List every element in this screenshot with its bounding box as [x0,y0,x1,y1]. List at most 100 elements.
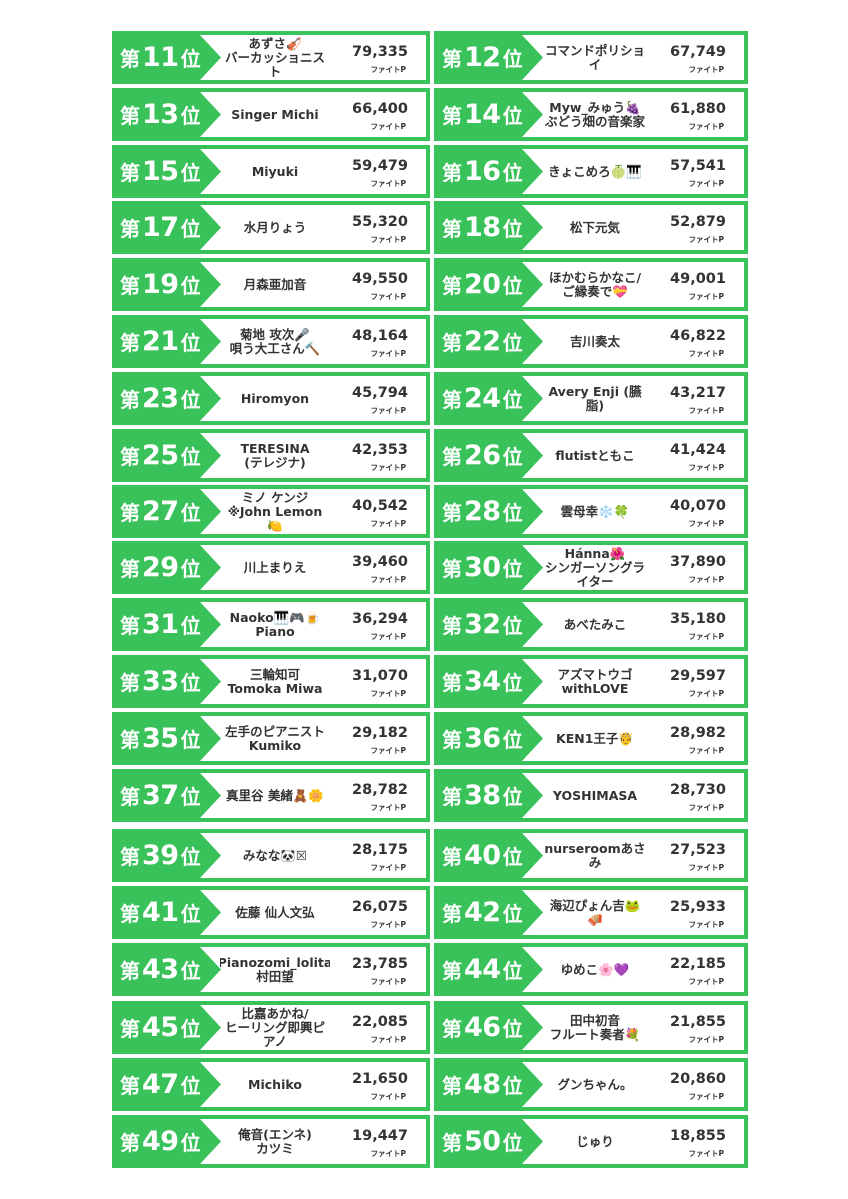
rank-prefix: 第 [120,1074,140,1098]
performer-name: Hiromyon [240,390,310,406]
fight-points-value: 49,001 [670,271,726,287]
performer-name: KEN1王子🤴 [556,730,634,746]
rank-label: 第 50 位 [434,1115,546,1168]
rank-label: 第 15 位 [112,145,224,198]
fight-points-value: 40,070 [670,498,726,514]
entry-panel: じゅり 18,855 ファイトP [522,1119,744,1164]
performer-name: 左手のピアニスト Kumiko [225,723,325,753]
fight-points-value: 28,175 [352,842,408,858]
performer-name: Naoko🎹🎮🍺 Piano [229,609,321,639]
fight-points-unit: ファイトP [370,519,407,528]
rank-prefix: 第 [442,1074,462,1098]
rank-prefix: 第 [120,217,140,241]
fight-points-value: 31,070 [352,668,408,684]
fight-points-value: 46,822 [670,328,726,344]
rank-label: 第 40 位 [434,829,546,882]
entry-panel: Avery Enji (臙脂) 43,217 ファイトP [522,376,744,421]
rank-label: 第 11 位 [112,31,224,84]
rank-card: 第 36 位 KEN1王子🤴 28,982 ファイトP [434,712,748,765]
rank-label: 第 16 位 [434,145,546,198]
rank-suffix: 位 [502,845,523,869]
rank-suffix: 位 [180,388,201,412]
rank-number: 45 [142,1012,179,1043]
rank-number: 21 [142,326,179,357]
entry-panel: きょこめろ🍈🎹 57,541 ファイトP [522,149,744,194]
fight-points-value: 36,294 [352,611,408,627]
rank-label: 第 44 位 [434,943,546,996]
fight-points-value: 67,749 [670,44,726,60]
rank-label: 第 33 位 [112,655,224,708]
rank-number: 24 [464,383,501,414]
fight-points-unit: ファイトP [370,977,407,986]
performer-name: flutistともこ [555,447,635,463]
rank-card: 第 43 位 Pianozomi_lolita 村田望 23,785 ファイトP [112,943,430,996]
rank-suffix: 位 [502,388,523,412]
performer-name: Michiko [248,1076,302,1092]
rank-label: 第 38 位 [434,769,546,822]
rank-card: 第 23 位 Hiromyon 45,794 ファイトP [112,372,430,425]
entry-panel: Hánna🌺 シンガーソングラ イター 37,890 ファイトP [522,545,744,590]
rank-suffix: 位 [180,557,201,581]
performer-name: 三輪知可 Tomoka Miwa [227,666,323,696]
performer-name: グンちゃん。 [557,1076,633,1092]
fight-points-value: 28,730 [670,782,726,798]
performer-name: みなな🐼☒ [242,847,308,863]
rank-card: 第 33 位三輪知可 Tomoka Miwa 31,070 ファイトP [112,655,430,708]
rank-prefix: 第 [120,557,140,581]
rank-label: 第 32 位 [434,598,546,651]
rank-number: 17 [142,212,179,243]
performer-name: Miyuki [251,163,299,179]
rank-card: 第 49 位俺音(エンネ) カツミ 19,447 ファイトP [112,1115,430,1168]
rank-label: 第 17 位 [112,201,224,254]
fight-points-unit: ファイトP [688,406,725,415]
rank-number: 11 [142,42,179,73]
rank-number: 28 [464,496,501,527]
fight-points-value: 52,879 [670,214,726,230]
entry-panel: 三輪知可 Tomoka Miwa 31,070 ファイトP [200,659,426,704]
rank-number: 20 [464,269,501,300]
rank-number: 16 [464,156,501,187]
rank-card: 第 39 位 みなな🐼☒ 28,175 ファイトP [112,829,430,882]
rank-number: 33 [142,666,179,697]
rank-number: 49 [142,1126,179,1157]
performer-name: 川上まりえ [243,559,307,575]
rank-card: 第 12 位コマンドポリショイ 67,749 ファイトP [434,31,748,84]
fight-points-unit: ファイトP [688,632,725,641]
rank-suffix: 位 [180,161,201,185]
fight-points-value: 27,523 [670,842,726,858]
performer-name: 菊地 攻次🎤 唄う大工さん🔨 [229,326,321,356]
fight-points-unit: ファイトP [370,235,407,244]
rank-number: 13 [142,99,179,130]
rank-suffix: 位 [180,902,201,926]
rank-suffix: 位 [502,331,523,355]
rank-label: 第 23 位 [112,372,224,425]
rank-label: 第 20 位 [434,258,546,311]
entry-panel: みなな🐼☒ 28,175 ファイトP [200,833,426,878]
rank-label: 第 12 位 [434,31,546,84]
rank-number: 30 [464,552,501,583]
fight-points-value: 48,164 [352,328,408,344]
rank-card: 第 14 位 Myw_みゅう🍇 ぶどう畑の音楽家 61,880 ファイトP [434,88,748,141]
rank-suffix: 位 [180,1074,201,1098]
rank-number: 42 [464,897,501,928]
rank-suffix: 位 [502,1131,523,1155]
fight-points-value: 43,217 [670,385,726,401]
rank-card: 第 46 位田中初音 フルート奏者💐 21,855 ファイトP [434,1001,748,1054]
fight-points-unit: ファイトP [370,406,407,415]
fight-points-unit: ファイトP [370,463,407,472]
fight-points-unit: ファイトP [688,292,725,301]
performer-name: きょこめろ🍈🎹 [548,163,642,179]
fight-points-unit: ファイトP [370,1092,407,1101]
rank-number: 23 [142,383,179,414]
entry-panel: 水月りょう 55,320 ファイトP [200,205,426,250]
fight-points-unit: ファイトP [688,575,725,584]
entry-panel: Myw_みゅう🍇 ぶどう畑の音楽家 61,880 ファイトP [522,92,744,137]
entry-panel: 雲母幸❄️🍀 40,070 ファイトP [522,489,744,534]
entry-panel: アズマトウゴ withLOVE 29,597 ファイトP [522,659,744,704]
fight-points-unit: ファイトP [688,65,725,74]
rank-suffix: 位 [180,959,201,983]
rank-prefix: 第 [120,845,140,869]
fight-points-value: 59,479 [352,158,408,174]
entry-panel: 俺音(エンネ) カツミ 19,447 ファイトP [200,1119,426,1164]
